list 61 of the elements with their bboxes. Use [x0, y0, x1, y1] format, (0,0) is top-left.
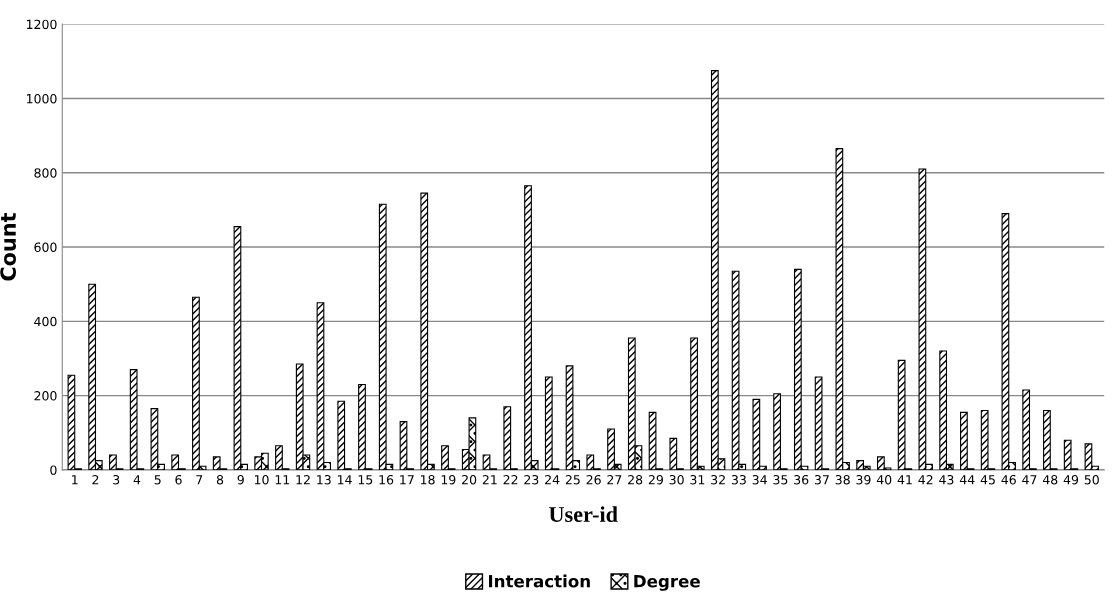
x-tick-label: 29 [648, 474, 663, 485]
x-tick-label: 18 [420, 474, 435, 485]
x-tick-label: 41 [897, 475, 912, 485]
x-tick-label: 36 [794, 474, 809, 485]
y-tick-label: 200 [34, 391, 57, 401]
x-tick-label: 31 [690, 474, 705, 485]
x-tick-label: 2 [92, 474, 99, 485]
x-tick-label: 33 [731, 474, 746, 485]
x-tick-label: 22 [503, 474, 518, 485]
x-tick-label: 44 [959, 475, 975, 485]
x-tick-label: 10 [254, 474, 269, 485]
x-tick-label: 1 [72, 475, 78, 485]
x-tick-label: 13 [317, 474, 331, 485]
x-tick-label: 20 [462, 474, 477, 485]
x-tick-label: 43 [939, 474, 954, 485]
y-tick-label: 800 [34, 168, 57, 178]
x-tick-label: 48 [1042, 474, 1058, 485]
x-tick-label: 38 [835, 474, 850, 485]
x-tick-label: 8 [216, 474, 224, 485]
x-tick-label: 14 [337, 475, 352, 485]
x-tick-label: 37 [814, 474, 829, 485]
y-tick-label: 600 [34, 242, 57, 252]
x-tick-label: 49 [1063, 474, 1079, 485]
x-tick-label: 9 [237, 474, 244, 485]
legend-label: Interaction [488, 574, 590, 588]
x-tick-label: 6 [175, 474, 182, 485]
x-tick-label: 27 [607, 474, 622, 485]
y-tick-label: 400 [34, 316, 57, 327]
x-tick-label: 50 [1084, 474, 1099, 485]
x-tick-label: 16 [379, 474, 394, 485]
x-tick-label: 26 [586, 474, 601, 485]
y-tick-label: 1000 [26, 93, 57, 104]
x-tick-label: 40 [876, 474, 892, 485]
x-tick-label: 42 [918, 474, 933, 485]
y-tick-label: 1200 [26, 19, 57, 30]
y-axis-title: Count [0, 212, 17, 281]
x-tick-label: 28 [628, 474, 643, 485]
x-axis-title: User-id [549, 506, 618, 522]
x-tick-label: 35 [773, 474, 788, 485]
x-tick-label: 47 [1022, 475, 1037, 485]
x-tick-label: 46 [1001, 474, 1016, 485]
x-tick-label: 7 [196, 475, 203, 485]
x-tick-label: 24 [545, 474, 560, 485]
x-tick-label: 11 [275, 475, 290, 485]
x-tick-label: 45 [980, 475, 995, 485]
x-tick-label: 32 [711, 474, 725, 485]
x-tick-label: 25 [565, 474, 580, 485]
x-tick-label: 15 [358, 475, 373, 485]
x-tick-label: 19 [441, 474, 456, 485]
x-tick-label: 5 [154, 475, 161, 485]
x-tick-label: 17 [400, 475, 414, 485]
x-tick-label: 3 [113, 474, 120, 485]
x-tick-label: 30 [669, 474, 684, 485]
x-tick-label: 34 [752, 474, 767, 485]
x-tick-label: 12 [296, 474, 310, 485]
x-tick-label: 21 [482, 474, 497, 485]
legend-label: Degree [634, 575, 700, 591]
x-tick-label: 39 [856, 474, 871, 485]
y-tick-label: 0 [50, 465, 57, 475]
x-tick-label: 4 [133, 475, 141, 485]
x-tick-label: 23 [524, 474, 539, 485]
